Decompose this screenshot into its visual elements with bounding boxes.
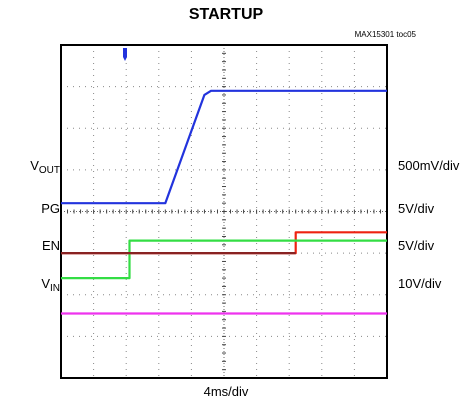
vout-label: VOUT	[30, 158, 60, 176]
trace-en	[61, 239, 387, 280]
grid	[60, 44, 388, 379]
en-scale: 5V/div	[398, 238, 435, 253]
timebase-label: 4ms/div	[203, 384, 249, 399]
en-label: EN	[41, 238, 60, 253]
pg-scale: 5V/div	[398, 201, 435, 216]
trigger-marker-icon	[123, 48, 127, 61]
plot-border	[60, 44, 388, 379]
part-number-label: MAX15301 toc05	[354, 30, 416, 39]
vin-scale: 10V/div	[398, 276, 442, 291]
trace-vout	[61, 89, 387, 205]
traces	[61, 89, 387, 315]
vin-label: VIN	[41, 276, 60, 294]
pg-label: PG	[41, 201, 60, 216]
vout-scale: 500mV/div	[398, 158, 460, 173]
chart-title: STARTUP	[188, 6, 264, 23]
